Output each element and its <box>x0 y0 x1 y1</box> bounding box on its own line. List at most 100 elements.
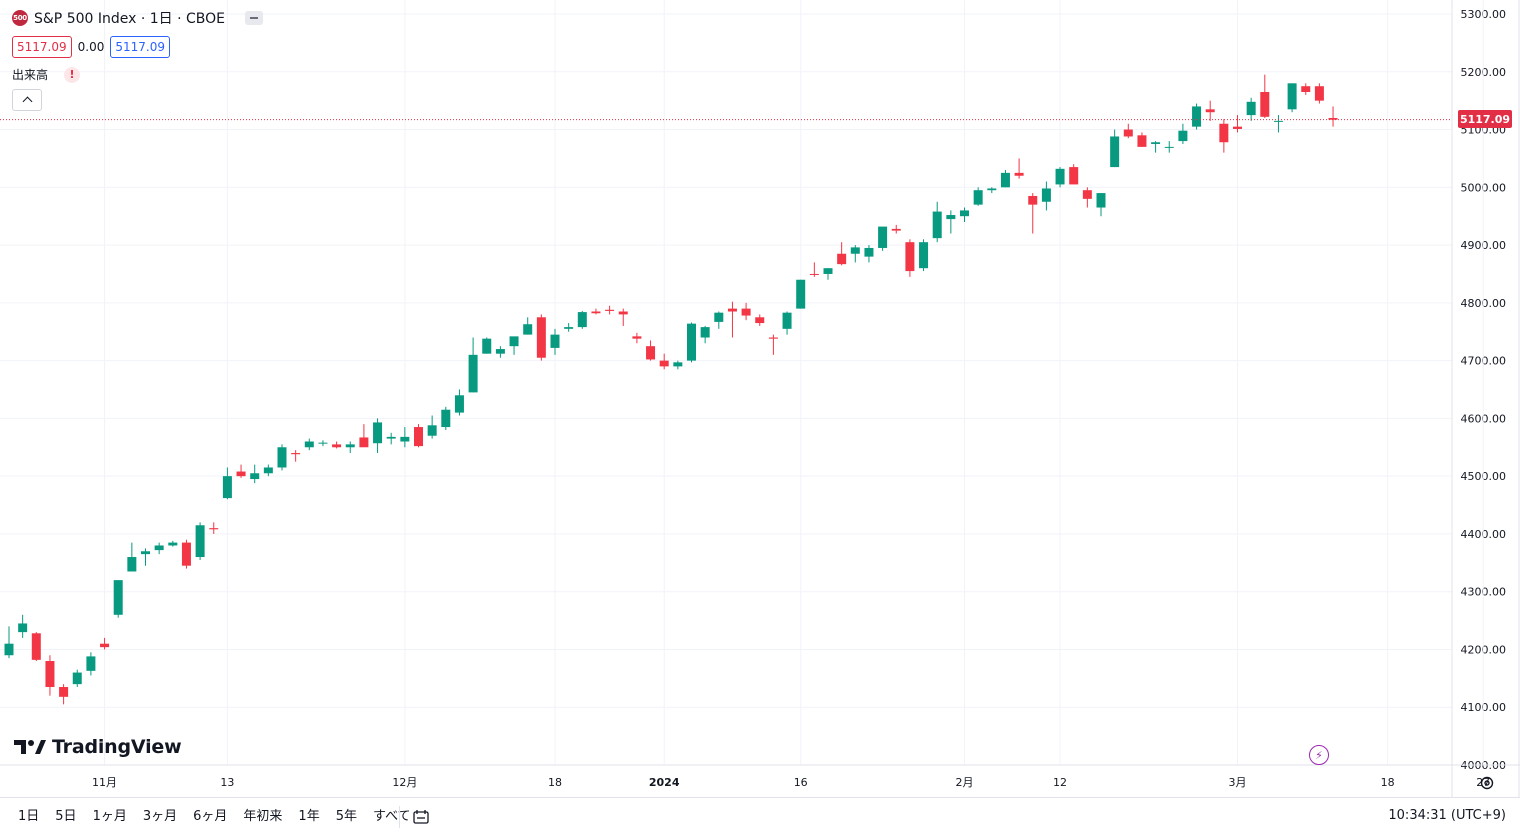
chevron-up-button[interactable] <box>12 89 42 111</box>
x-axis-tick-label: 13 <box>220 776 234 789</box>
buy-price-box[interactable]: 5117.09 <box>110 36 170 58</box>
candle-body <box>154 545 164 551</box>
candle-body <box>673 362 683 367</box>
candle-body <box>905 242 915 272</box>
x-axis-tick-label: 27 <box>1476 776 1490 789</box>
candle-body <box>809 273 819 275</box>
x-axis-tick-label: 11月 <box>92 776 117 789</box>
candle-body <box>1246 101 1256 116</box>
candle-body <box>823 268 833 274</box>
candle-body <box>700 327 710 338</box>
candle-body <box>495 349 505 354</box>
candle-body <box>646 346 656 360</box>
candle-body <box>509 336 519 347</box>
candle-body <box>591 311 601 314</box>
candlestick-chart[interactable]: 5300.005200.005100.005000.004900.004800.… <box>0 0 1520 797</box>
candle-body <box>605 309 615 311</box>
x-axis-tick-label: 16 <box>794 776 808 789</box>
candle-body <box>236 471 246 477</box>
price-values-row: 5117.09 0.00 5117.09 <box>12 36 263 58</box>
volume-label[interactable]: 出来高 <box>12 68 49 82</box>
period-button[interactable]: 6ヶ月 <box>193 809 228 824</box>
candle-body <box>1110 136 1120 168</box>
candle-body <box>618 311 628 315</box>
candle-body <box>18 623 28 633</box>
candle-body <box>291 453 301 455</box>
candle-body <box>195 525 205 558</box>
candle-body <box>141 551 150 555</box>
candle-body <box>373 422 383 444</box>
period-button[interactable]: 1ヶ月 <box>92 809 127 824</box>
lightning-icon[interactable]: ⚡ <box>1309 745 1329 765</box>
symbol-title[interactable]: S&P 500 Index · 1日 · CBOE <box>34 11 226 27</box>
warning-icon[interactable]: ! <box>64 66 81 83</box>
candle-body <box>4 643 14 656</box>
candle-body <box>946 215 956 220</box>
sell-price-box[interactable]: 5117.09 <box>12 36 72 58</box>
candle-body <box>113 580 123 615</box>
candle-body <box>1137 135 1147 147</box>
candle-body <box>850 247 860 254</box>
candle-body <box>796 279 806 309</box>
candle-body <box>441 409 451 428</box>
symbol-legend: 500 S&P 500 Index · 1日 · CBOE 5117.09 0.… <box>12 9 264 111</box>
candle-body <box>837 253 847 265</box>
calendar-range-icon[interactable] <box>411 807 431 827</box>
tradingview-logo[interactable]: TradingView <box>14 736 182 758</box>
candle-body <box>550 334 560 348</box>
candle-body <box>1314 86 1324 101</box>
candle-body <box>1219 123 1229 143</box>
candle-body <box>687 323 696 361</box>
symbol-logo-icon: 500 <box>12 10 28 26</box>
candle-body <box>659 360 669 367</box>
period-button[interactable]: 1年 <box>298 809 320 824</box>
candle-body <box>727 308 737 312</box>
candle-body <box>864 247 874 257</box>
candle-body <box>400 436 410 442</box>
gear-icon[interactable] <box>1479 775 1495 791</box>
candle-body <box>1055 168 1065 185</box>
period-button[interactable]: 5年 <box>335 809 357 824</box>
candle-body <box>1233 126 1242 129</box>
candle-body <box>209 528 219 530</box>
candle-body <box>263 467 273 474</box>
chevron-up-icon <box>22 96 32 107</box>
x-axis-tick-label: 18 <box>548 776 562 789</box>
candle-body <box>632 336 642 339</box>
candle-body <box>86 656 96 671</box>
period-button[interactable]: 5日 <box>55 809 77 824</box>
period-button[interactable]: 年初来 <box>243 809 283 824</box>
period-button[interactable]: すべて <box>372 809 411 824</box>
period-button[interactable]: 1日 <box>18 809 40 824</box>
collapse-icon[interactable] <box>245 11 264 25</box>
candle-body <box>482 338 492 354</box>
x-axis-tick-label: 2024 <box>649 776 680 789</box>
candle-body <box>1041 188 1051 202</box>
candle-body <box>332 444 342 448</box>
candle-body <box>222 476 232 499</box>
candle-body <box>1178 130 1188 142</box>
candle-body <box>427 425 437 436</box>
candle-body <box>1014 172 1024 176</box>
x-axis-tick-label: 12月 <box>392 776 417 789</box>
candle-body <box>973 190 983 205</box>
candle-body <box>250 473 260 480</box>
candle-body <box>1328 117 1338 120</box>
period-button[interactable]: 3ヶ月 <box>142 809 178 824</box>
x-axis-tick-label: 12 <box>1053 776 1067 789</box>
candle-body <box>714 312 724 322</box>
x-axis-tick-label: 2月 <box>956 776 974 789</box>
candle-body <box>304 441 314 448</box>
candle-body <box>1273 120 1283 122</box>
candle-body <box>1151 142 1161 144</box>
x-axis-tick-label: 3月 <box>1229 776 1247 789</box>
candle-body <box>1301 86 1311 92</box>
candle-body <box>1205 109 1215 113</box>
candle-body <box>987 188 997 191</box>
candle-body <box>1096 193 1106 208</box>
candle-body <box>1082 190 1092 199</box>
candle-body <box>318 442 328 444</box>
clock-timezone[interactable]: 10:34:31 (UTC+9) <box>1388 808 1506 823</box>
candle-body <box>454 395 464 413</box>
